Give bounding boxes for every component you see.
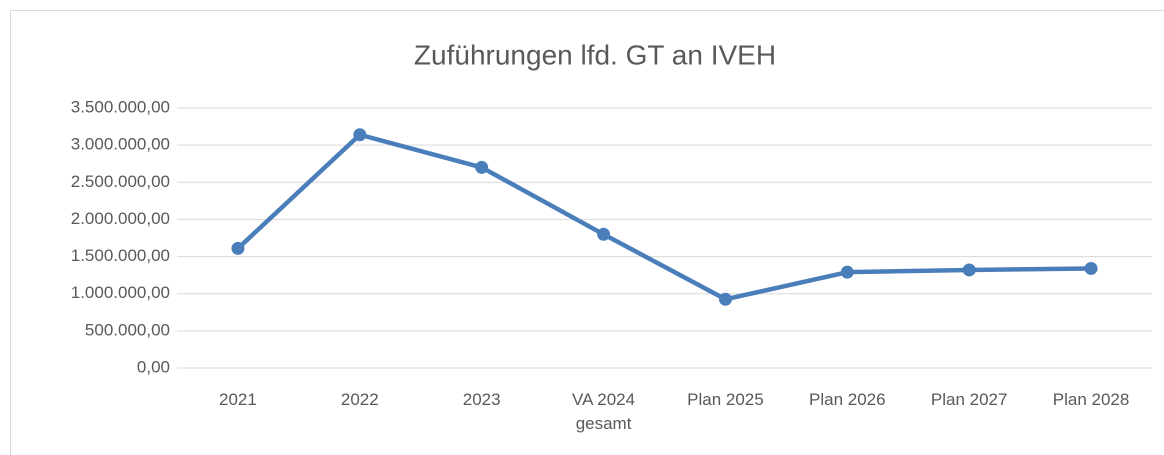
point xyxy=(840,265,854,279)
point xyxy=(718,292,732,306)
y-tick-label: 500.000,00 xyxy=(85,320,170,339)
line xyxy=(236,132,1092,302)
x-tick-label: Plan 2028 xyxy=(1052,390,1130,409)
point xyxy=(353,128,367,142)
y-tick-label: 3.500.000,00 xyxy=(71,97,170,116)
y-tick-label: 1.500.000,00 xyxy=(71,246,170,265)
chart-title: Zuführungen lfd. GT an IVEH xyxy=(414,39,776,70)
x-tick-label: 2021 xyxy=(219,390,257,409)
y-tick-label: 2.000.000,00 xyxy=(71,209,170,228)
x-tick-label: Plan 2025 xyxy=(687,390,764,409)
y-tick-label: 2.500.000,00 xyxy=(71,172,170,191)
chart-border xyxy=(10,10,1164,455)
point xyxy=(231,241,245,255)
x-tick-label: 2023 xyxy=(462,390,501,409)
x-tick-label: Plan 2026 xyxy=(809,390,886,409)
y-tick-label: 1.000.000,00 xyxy=(71,283,170,302)
x-tick-label: VA 2024 gesamt xyxy=(572,390,636,433)
y-tick-label: 0,00 xyxy=(137,357,170,376)
x-tick-label: 2022 xyxy=(340,390,379,409)
y-tick-label: 3.000.000,00 xyxy=(71,135,170,154)
point xyxy=(1084,261,1098,275)
point xyxy=(597,227,611,241)
x-tick-label: Plan 2027 xyxy=(930,390,1008,409)
point xyxy=(475,160,489,174)
point xyxy=(962,263,976,277)
